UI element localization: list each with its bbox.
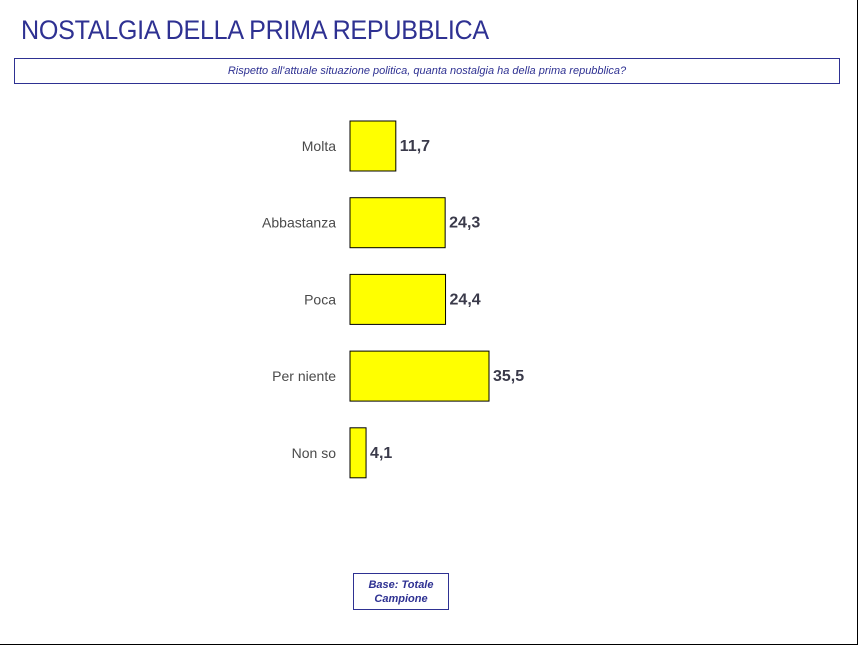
category-label: Poca <box>304 291 336 307</box>
bar-molta <box>349 120 397 172</box>
category-label: Molta <box>302 138 336 154</box>
base-note-line: Base: Totale <box>368 578 434 591</box>
bar-abbastanza <box>349 197 446 249</box>
question-text: Rispetto all'attuale situazione politica… <box>227 65 627 77</box>
category-label: Abbastanza <box>262 215 336 231</box>
bar-non-so <box>349 427 367 479</box>
bar-poca <box>349 273 447 325</box>
base-note-box: Base: Totale Campione <box>353 573 449 610</box>
bar-chart: Molta 11,7 Abbastanza 24,3 Poca 24,4 Per nient… <box>262 120 524 479</box>
value-label: 24,3 <box>449 215 480 232</box>
value-label: 11,7 <box>400 138 430 155</box>
value-label: 35,5 <box>493 368 524 385</box>
base-note: Base: Totale Campione <box>368 578 433 606</box>
question-box: Rispetto all'attuale situazione politica… <box>14 58 840 84</box>
bar-per-niente <box>349 350 490 402</box>
page-title: NOSTALGIA DELLA PRIMA REPUBBLICA <box>21 15 489 45</box>
category-label: Non so <box>292 445 337 461</box>
value-label: 4,1 <box>370 445 392 462</box>
value-label: 24,4 <box>450 291 481 308</box>
category-label: Per niente <box>272 368 336 384</box>
base-note-line: Campione <box>374 592 428 605</box>
